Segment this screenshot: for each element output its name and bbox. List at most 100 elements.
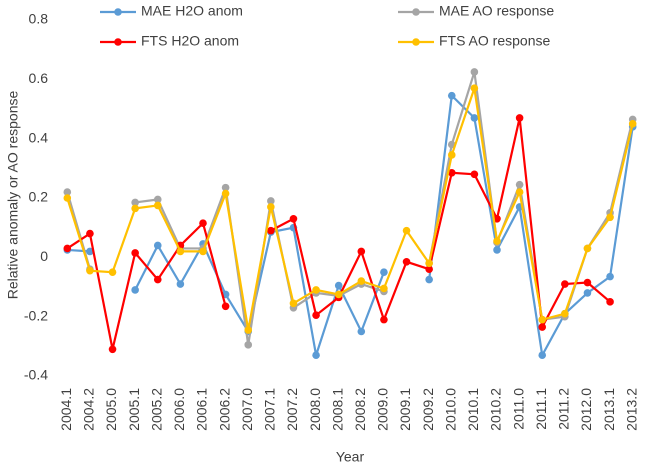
x-tick-label: 2011.0	[510, 388, 526, 430]
point	[561, 280, 569, 288]
y-tick-label: 0.6	[29, 70, 49, 86]
point	[515, 180, 524, 189]
point	[221, 183, 230, 192]
point	[267, 197, 275, 205]
point	[583, 289, 592, 297]
point	[334, 290, 343, 299]
point	[493, 237, 501, 245]
x-axis-label: Year	[336, 449, 365, 465]
point	[63, 244, 72, 253]
x-tick-label: 2010.0	[442, 388, 458, 431]
legend-marker	[114, 8, 122, 16]
point	[267, 203, 275, 211]
point	[221, 189, 230, 198]
x-tick-label: 2009.1	[397, 388, 413, 431]
legend-label: FTS AO response	[439, 33, 550, 49]
x-tick-label: 2007.2	[284, 388, 300, 431]
point	[606, 298, 614, 306]
x-tick-label: 2011.2	[556, 388, 572, 430]
point	[108, 345, 117, 354]
x-tick-label: 2007.0	[239, 388, 255, 431]
x-tick-label: 2008.2	[352, 388, 368, 431]
x-tick-label: 2009.0	[375, 388, 391, 431]
x-tick-label: 2008.0	[307, 388, 323, 431]
series-line	[66, 117, 611, 350]
series-line	[66, 71, 634, 346]
point	[606, 213, 614, 222]
point	[86, 266, 94, 275]
point	[425, 265, 433, 274]
x-tick-label: 2011.1	[533, 388, 549, 430]
point	[606, 272, 614, 281]
point	[538, 315, 547, 324]
point	[493, 246, 501, 254]
point	[425, 275, 433, 284]
point	[447, 151, 456, 159]
point	[380, 284, 388, 293]
point	[131, 204, 139, 213]
x-tick-label: 2005.0	[103, 388, 119, 431]
point	[447, 168, 456, 177]
x-tick-label: 2007.1	[262, 388, 278, 431]
x-tick-label: 2010.1	[465, 388, 481, 431]
point	[312, 311, 320, 319]
point	[470, 170, 479, 179]
point	[470, 84, 479, 93]
point	[199, 247, 207, 256]
point	[86, 229, 94, 238]
x-tick-label: 2006.2	[216, 388, 232, 431]
point	[86, 247, 94, 256]
point	[538, 323, 547, 331]
x-tick-label: 2013.1	[601, 388, 617, 431]
point	[447, 91, 456, 100]
point	[131, 198, 139, 207]
point	[289, 299, 298, 308]
point	[63, 188, 72, 196]
point	[289, 214, 298, 223]
legend-label: MAE H2O anom	[141, 3, 243, 19]
point	[583, 244, 592, 253]
point	[312, 286, 320, 294]
point	[176, 280, 185, 288]
legend-marker	[412, 38, 420, 46]
point	[515, 114, 524, 122]
point	[357, 277, 366, 285]
x-tick-label: 2013.2	[623, 388, 639, 431]
point	[176, 247, 185, 256]
y-tick-label: 0.2	[29, 189, 49, 205]
x-tick-label: 2004.1	[58, 388, 74, 431]
point	[312, 351, 320, 360]
point	[357, 247, 366, 256]
y-tick-label: -0.2	[24, 307, 48, 323]
point	[244, 326, 253, 334]
x-tick-label: 2005.1	[126, 388, 142, 431]
x-tick-label: 2012.0	[578, 388, 594, 431]
point	[425, 259, 433, 268]
x-tick-label: 2008.1	[329, 388, 345, 431]
point	[402, 226, 411, 235]
point	[380, 268, 388, 276]
legend-label: FTS H2O anom	[141, 33, 239, 49]
y-tick-label: -0.4	[24, 367, 48, 383]
point	[131, 286, 139, 294]
x-tick-label: 2006.0	[171, 388, 187, 431]
point	[583, 278, 592, 287]
point	[493, 214, 501, 223]
point	[380, 315, 388, 324]
point	[267, 226, 275, 235]
x-tick-label: 2009.2	[420, 388, 436, 431]
point	[199, 219, 207, 228]
point	[244, 341, 253, 349]
x-tick-label: 2004.2	[81, 388, 97, 431]
point	[561, 309, 569, 318]
legend-marker	[412, 8, 420, 16]
y-tick-label: 0.8	[29, 11, 49, 27]
point	[221, 302, 230, 311]
point	[63, 194, 72, 202]
point	[153, 275, 162, 284]
x-tick-label: 2006.1	[194, 388, 210, 431]
point	[628, 120, 637, 128]
x-tick-label: 2005.2	[148, 388, 164, 431]
point	[108, 268, 117, 276]
